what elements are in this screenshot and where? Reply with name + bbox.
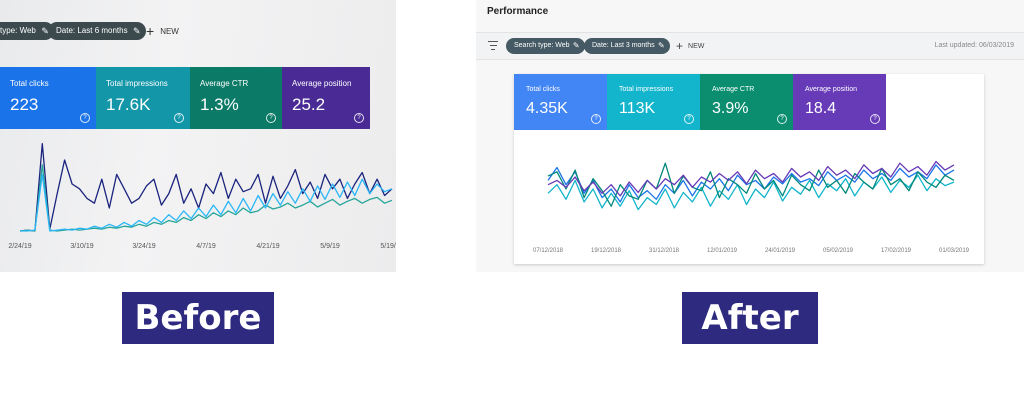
metric-card-total-clicks[interactable]: Total clicks 223 ? bbox=[0, 67, 96, 129]
help-icon[interactable]: ? bbox=[80, 113, 90, 123]
before-x-tick-label: 3/24/19 bbox=[132, 243, 155, 250]
before-screenshot: type: Web ✎ Date: Last 6 months ✎ + NEW T… bbox=[0, 0, 396, 272]
metric-label: Average CTR bbox=[712, 86, 755, 93]
page-title: Performance bbox=[487, 6, 549, 17]
metric-label: Average CTR bbox=[200, 79, 249, 88]
after-performance-chart: 07/12/2018 19/12/2018 31/12/2018 12/01/2019… bbox=[533, 160, 970, 254]
before-x-tick-label: 4/7/19 bbox=[196, 243, 216, 250]
help-icon[interactable]: ? bbox=[266, 113, 276, 123]
metric-card-average-position[interactable]: Average position 18.4 ? bbox=[793, 74, 886, 130]
plus-icon: + bbox=[676, 39, 684, 53]
pencil-icon: ✎ bbox=[41, 26, 49, 36]
before-metric-cards: Total clicks 223 ? Total impressions 17.… bbox=[0, 67, 370, 129]
pencil-icon: ✎ bbox=[572, 41, 580, 50]
metric-card-total-clicks[interactable]: Total clicks 4.35K ? bbox=[514, 74, 607, 130]
before-new-button[interactable]: + NEW bbox=[146, 22, 179, 41]
new-label: NEW bbox=[160, 27, 179, 36]
before-x-tick-label: 3/10/19 bbox=[70, 243, 93, 250]
help-icon[interactable]: ? bbox=[870, 114, 880, 124]
filter-icon[interactable] bbox=[488, 41, 498, 50]
before-search-type-chip[interactable]: type: Web ✎ bbox=[0, 22, 54, 40]
after-series-line-3 bbox=[547, 160, 955, 197]
after-x-tick-label: 12/01/2019 bbox=[707, 248, 738, 254]
chip-label: Date: Last 3 months bbox=[592, 42, 655, 49]
pencil-icon: ✎ bbox=[657, 41, 665, 50]
after-caption: After bbox=[682, 292, 818, 344]
before-filter-bar: type: Web ✎ Date: Last 6 months ✎ + NEW bbox=[0, 18, 396, 46]
help-icon[interactable]: ? bbox=[354, 113, 364, 123]
after-series-line-2 bbox=[547, 162, 955, 207]
after-x-tick-label: 31/12/2018 bbox=[649, 248, 680, 254]
after-x-tick-label: 05/02/2019 bbox=[823, 248, 854, 254]
before-series-line-1 bbox=[19, 164, 393, 232]
metric-value: 3.9% bbox=[712, 100, 749, 117]
before-date-chip[interactable]: Date: Last 6 months ✎ bbox=[48, 22, 146, 40]
performance-card: Total clicks 4.35K ? Total impressions 1… bbox=[514, 74, 984, 264]
before-x-tick-label: 5/19/19 bbox=[380, 243, 396, 250]
before-caption: Before bbox=[122, 292, 274, 344]
before-x-tick-label: 4/21/19 bbox=[256, 243, 279, 250]
after-filter-bar: Search type: Web ✎ Date: Last 3 months ✎… bbox=[476, 32, 1024, 60]
last-updated-text: Last updated: 06/03/2019 bbox=[934, 42, 1014, 49]
metric-value: 113K bbox=[619, 100, 656, 117]
chip-label: Date: Last 6 months bbox=[56, 26, 128, 35]
before-x-tick-label: 5/9/19 bbox=[320, 243, 340, 250]
help-icon[interactable]: ? bbox=[174, 113, 184, 123]
search-type-chip[interactable]: Search type: Web ✎ bbox=[506, 38, 585, 54]
metric-label: Total clicks bbox=[526, 86, 560, 93]
after-x-tick-label: 17/02/2019 bbox=[881, 248, 912, 254]
metric-card-total-impressions[interactable]: Total impressions 17.6K ? bbox=[96, 67, 190, 129]
after-x-tick-label: 01/03/2019 bbox=[939, 248, 970, 254]
before-performance-chart: 2/24/19 3/10/19 3/24/19 4/7/19 4/21/19 5/9/19… bbox=[8, 143, 396, 250]
help-icon[interactable]: ? bbox=[777, 114, 787, 124]
after-screenshot: Performance Search type: Web ✎ Date: Las… bbox=[476, 0, 1024, 272]
date-range-chip[interactable]: Date: Last 3 months ✎ bbox=[584, 38, 670, 54]
after-metric-cards: Total clicks 4.35K ? Total impressions 1… bbox=[514, 74, 886, 130]
after-x-tick-label: 07/12/2018 bbox=[533, 248, 564, 254]
before-series-line-2 bbox=[20, 173, 393, 232]
metric-label: Average position bbox=[292, 79, 352, 88]
new-label: NEW bbox=[688, 43, 705, 50]
metric-value: 4.35K bbox=[526, 100, 568, 117]
new-button[interactable]: + NEW bbox=[676, 38, 704, 55]
metric-label: Total clicks bbox=[10, 79, 49, 88]
after-series-line-1 bbox=[547, 174, 955, 211]
metric-value: 25.2 bbox=[292, 95, 326, 114]
metric-card-total-impressions[interactable]: Total impressions 113K ? bbox=[607, 74, 700, 130]
metric-label: Total impressions bbox=[619, 86, 674, 93]
chip-label: Search type: Web bbox=[514, 42, 570, 49]
pencil-icon: ✎ bbox=[133, 26, 141, 36]
metric-card-average-ctr[interactable]: Average CTR 3.9% ? bbox=[700, 74, 793, 130]
help-icon[interactable]: ? bbox=[591, 114, 601, 124]
before-series-line-0 bbox=[19, 143, 393, 232]
metric-label: Total impressions bbox=[106, 79, 168, 88]
metric-card-average-ctr[interactable]: Average CTR 1.3% ? bbox=[190, 67, 282, 129]
after-x-tick-label: 19/12/2018 bbox=[591, 248, 622, 254]
metric-value: 18.4 bbox=[805, 100, 837, 117]
before-x-tick-label: 2/24/19 bbox=[8, 243, 31, 250]
help-icon[interactable]: ? bbox=[684, 114, 694, 124]
metric-value: 1.3% bbox=[200, 95, 239, 114]
chip-label: type: Web bbox=[0, 26, 36, 35]
plus-icon: + bbox=[146, 23, 155, 39]
metric-value: 17.6K bbox=[106, 95, 151, 114]
metric-label: Average position bbox=[805, 86, 858, 93]
metric-card-average-position[interactable]: Average position 25.2 ? bbox=[282, 67, 370, 129]
metric-value: 223 bbox=[10, 95, 39, 114]
after-x-tick-label: 24/01/2019 bbox=[765, 248, 796, 254]
